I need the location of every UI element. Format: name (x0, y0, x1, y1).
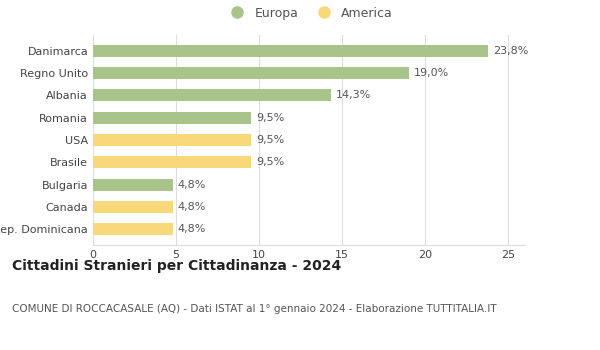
Text: Cittadini Stranieri per Cittadinanza - 2024: Cittadini Stranieri per Cittadinanza - 2… (12, 259, 341, 273)
Text: COMUNE DI ROCCACASALE (AQ) - Dati ISTAT al 1° gennaio 2024 - Elaborazione TUTTIT: COMUNE DI ROCCACASALE (AQ) - Dati ISTAT … (12, 304, 497, 315)
Bar (93, 223, 173, 236)
Text: 19,0%: 19,0% (413, 68, 449, 78)
Text: 9,5%: 9,5% (256, 113, 284, 122)
Bar (93, 156, 251, 168)
Bar (93, 112, 251, 124)
Bar (93, 178, 173, 191)
Bar (93, 44, 488, 57)
Text: 9,5%: 9,5% (256, 158, 284, 167)
Text: 23,8%: 23,8% (493, 46, 529, 56)
Bar (93, 201, 173, 213)
Text: 14,3%: 14,3% (335, 90, 371, 100)
Text: 4,8%: 4,8% (178, 202, 206, 212)
Text: 4,8%: 4,8% (178, 224, 206, 234)
Bar (93, 89, 331, 101)
Text: 4,8%: 4,8% (178, 180, 206, 190)
Text: 9,5%: 9,5% (256, 135, 284, 145)
Legend: Europa, America: Europa, America (220, 1, 398, 24)
Bar (93, 67, 409, 79)
Bar (93, 134, 251, 146)
